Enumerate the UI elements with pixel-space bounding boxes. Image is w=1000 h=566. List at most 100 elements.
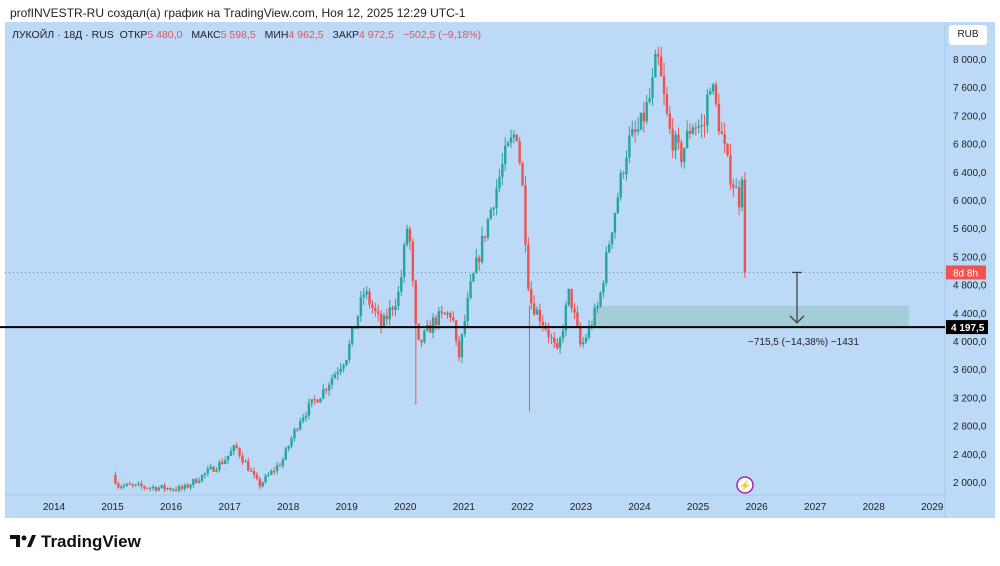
time-tick-label: 2028 xyxy=(863,502,886,513)
candle-body xyxy=(342,364,345,369)
candle-body xyxy=(671,128,674,151)
time-tick-label: 2024 xyxy=(628,502,651,513)
candle-body xyxy=(296,429,299,431)
candle-body xyxy=(270,470,273,475)
candle-body xyxy=(374,307,377,312)
candle-body xyxy=(443,312,446,315)
candle-body xyxy=(379,313,383,327)
candle-body xyxy=(527,244,530,289)
candle-body xyxy=(137,483,140,485)
time-tick-label: 2023 xyxy=(570,502,593,513)
time-tick-label: 2026 xyxy=(745,502,768,513)
candle-body xyxy=(140,483,143,487)
candle-body xyxy=(316,399,319,403)
candle-body xyxy=(359,297,363,316)
candle-body xyxy=(232,445,236,452)
candle-body xyxy=(697,126,700,128)
candle-body xyxy=(325,389,328,391)
countdown-tag xyxy=(946,265,986,280)
candle-body xyxy=(512,134,516,138)
candle-body xyxy=(483,235,487,238)
candle-body xyxy=(301,417,305,422)
level-price-label: 4 197,5 xyxy=(951,323,985,334)
candle-body xyxy=(304,415,308,418)
open-label: ОТКР xyxy=(119,29,148,41)
candle-body xyxy=(200,474,204,481)
candle-body xyxy=(648,98,651,103)
candle-body xyxy=(221,461,224,465)
candle-body xyxy=(631,129,634,136)
time-tick-label: 2021 xyxy=(453,502,476,513)
candle-body xyxy=(189,484,192,488)
candle-body xyxy=(235,445,238,449)
candle-body xyxy=(125,483,129,486)
candle-body xyxy=(428,325,432,333)
chart-frame xyxy=(5,22,995,518)
candle-body xyxy=(636,129,640,132)
tv-logo-icon xyxy=(10,535,36,547)
target-zone xyxy=(592,305,909,328)
candle-body xyxy=(408,228,412,242)
candle-body xyxy=(668,113,672,129)
candle-body xyxy=(209,466,212,469)
close-value: 4 972,5 xyxy=(358,29,394,41)
candle-body xyxy=(371,304,374,308)
candle-body xyxy=(365,291,368,295)
candle-body xyxy=(356,315,360,328)
candle-body xyxy=(431,317,435,333)
candle-body xyxy=(252,471,256,475)
candle-body xyxy=(454,320,458,341)
candle-body xyxy=(244,461,247,463)
candle-body xyxy=(281,459,285,466)
candle-body xyxy=(264,475,267,483)
time-tick-label: 2020 xyxy=(394,502,417,513)
candle-body xyxy=(449,312,452,318)
candle-body xyxy=(353,327,357,329)
currency-button[interactable]: RUB xyxy=(949,25,987,45)
candle-body xyxy=(400,277,403,292)
candle-body xyxy=(197,480,201,483)
candle-body xyxy=(737,187,741,208)
price-tick-label: 4 400,0 xyxy=(953,309,987,320)
candle-body xyxy=(524,185,527,245)
candle-body xyxy=(694,127,698,129)
candle-body xyxy=(680,142,683,163)
candle-body xyxy=(602,282,605,293)
candle-body xyxy=(351,328,354,344)
measure-label: −715,5 (−14,38%) −1431 xyxy=(748,337,859,348)
lightning-icon xyxy=(736,476,754,494)
candle-body xyxy=(192,479,195,485)
candle-body xyxy=(553,337,556,343)
candle-body xyxy=(293,429,296,439)
candle-body xyxy=(740,179,744,208)
arrow-head-icon xyxy=(789,315,805,324)
candle-body xyxy=(651,77,654,99)
candle-body xyxy=(154,487,158,491)
candle-body xyxy=(685,130,689,148)
candle-body xyxy=(654,54,657,78)
candle-body xyxy=(186,484,189,488)
candle-body xyxy=(645,102,648,122)
candle-body xyxy=(579,325,582,345)
candle-body xyxy=(480,235,484,263)
candle-body xyxy=(322,389,325,399)
candle-body xyxy=(593,308,596,326)
high-label: МАКС xyxy=(191,29,221,41)
price-tick-label: 8 000,0 xyxy=(953,55,987,66)
candle-body xyxy=(145,487,149,489)
candle-body xyxy=(573,308,576,313)
candle-body xyxy=(195,479,198,483)
candle-body xyxy=(327,384,331,391)
candle-body xyxy=(584,337,588,343)
time-tick-label: 2022 xyxy=(511,502,534,513)
candle-body xyxy=(120,486,123,488)
candle-body xyxy=(122,485,126,487)
candle-body xyxy=(616,197,620,214)
candle-body xyxy=(489,209,492,220)
price-tick-label: 2 800,0 xyxy=(953,422,987,433)
price-tick-label: 4 800,0 xyxy=(953,281,987,292)
candle-body xyxy=(437,311,441,325)
candle-body xyxy=(423,330,426,343)
candle-body xyxy=(345,359,348,365)
